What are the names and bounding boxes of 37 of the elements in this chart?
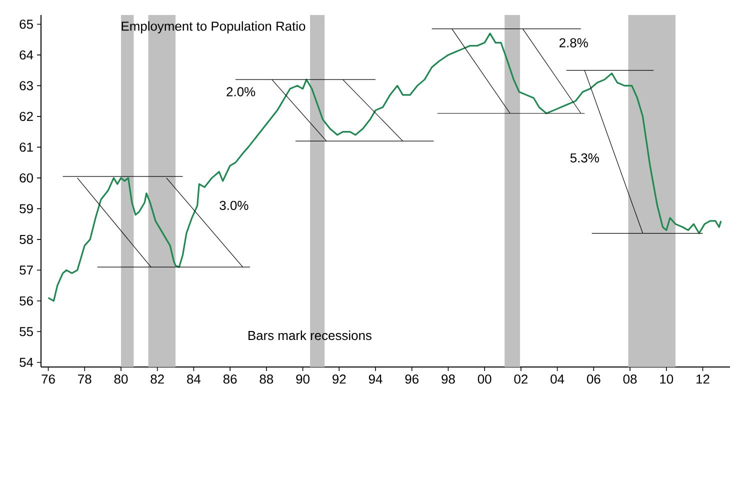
x-tick-label: 10 <box>660 374 674 384</box>
x-tick-label: 02 <box>514 374 528 384</box>
y-tick-label: 57 <box>20 266 33 275</box>
x-tick-label: 82 <box>150 374 164 384</box>
x-tick-label: 00 <box>478 374 492 384</box>
annotation: 2.8% <box>560 38 588 48</box>
x-tick-label: 04 <box>550 374 564 384</box>
y-tick-label: 58 <box>20 234 33 244</box>
x-tick-label: 90 <box>296 374 310 384</box>
x-tick-label: 86 <box>223 374 237 384</box>
x-tick-label: 08 <box>623 374 637 384</box>
x-tick-label: 76 <box>42 374 55 384</box>
x-tick-label: 92 <box>332 374 346 384</box>
annotation: 2.0% <box>226 87 256 96</box>
x-tick-label: 12 <box>696 374 710 384</box>
y-tick-label: 55 <box>20 327 33 336</box>
chart-title: Employment to Population Ratio <box>122 21 306 34</box>
y-tick-label: 62 <box>20 112 33 122</box>
x-tick-label: 78 <box>78 374 92 384</box>
annotation: Bars mark recessions <box>248 330 372 340</box>
x-tick-label: 06 <box>586 374 600 384</box>
y-tick-label: 54 <box>20 358 34 367</box>
y-tick-label: 59 <box>20 204 33 214</box>
x-tick-label: 88 <box>260 374 274 384</box>
y-tick-label: 63 <box>20 81 33 90</box>
y-tick-label: 64 <box>20 50 34 60</box>
x-tick-label: 94 <box>368 374 382 384</box>
annotation: 3.0% <box>220 200 248 210</box>
x-tick-label: 80 <box>114 374 128 384</box>
annotation: 5.3% <box>570 153 599 162</box>
x-tick-label: 96 <box>405 374 419 384</box>
y-tick-label: 60 <box>20 173 33 183</box>
y-tick-label: 56 <box>20 296 33 306</box>
y-tick-label: 61 <box>20 142 33 152</box>
x-tick-label: 98 <box>442 374 455 384</box>
y-tick-label: 65 <box>20 20 33 29</box>
x-tick-label: 84 <box>187 374 201 384</box>
